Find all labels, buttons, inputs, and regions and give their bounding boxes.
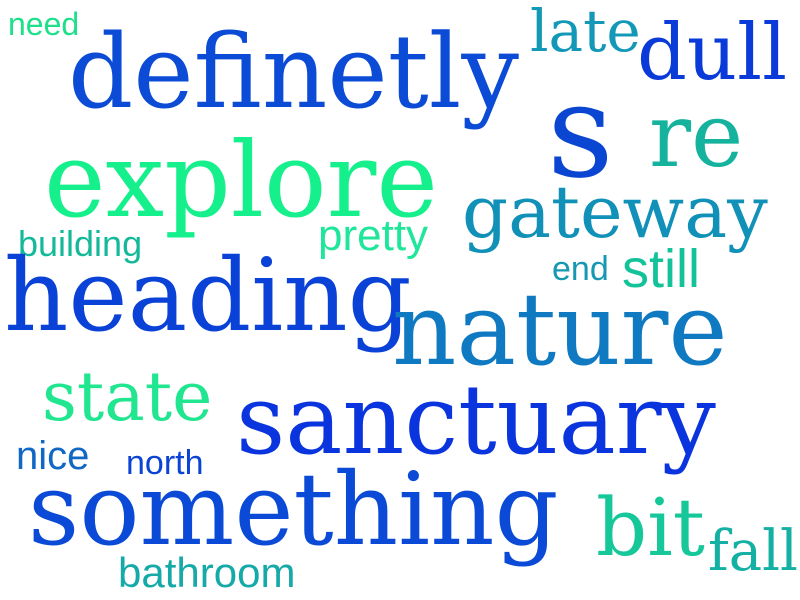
word-nice: nice bbox=[16, 434, 90, 478]
word-heading: heading bbox=[4, 237, 412, 354]
word-re: re bbox=[649, 84, 744, 187]
word-north: north bbox=[126, 444, 204, 482]
word-dull: dull bbox=[637, 8, 788, 98]
word-need: need bbox=[8, 6, 80, 42]
word-state: state bbox=[42, 358, 213, 437]
word-gateway: gateway bbox=[462, 170, 768, 254]
word-bit: bit bbox=[596, 481, 705, 574]
word-end: end bbox=[552, 250, 609, 288]
word-bathroom: bathroom bbox=[118, 549, 296, 596]
word-sanctuary: sanctuary bbox=[236, 364, 716, 476]
word-definetly: definetly bbox=[68, 13, 519, 132]
word-something: something bbox=[28, 451, 559, 568]
word-building: building bbox=[18, 223, 143, 264]
word-fall: fall bbox=[708, 519, 798, 584]
word-nature: nature bbox=[392, 271, 728, 388]
word-pretty: pretty bbox=[318, 211, 429, 260]
word-explore: explore bbox=[44, 119, 438, 241]
word-still: still bbox=[622, 239, 700, 299]
word-s: s bbox=[547, 55, 614, 207]
word-late: late bbox=[530, 0, 641, 65]
